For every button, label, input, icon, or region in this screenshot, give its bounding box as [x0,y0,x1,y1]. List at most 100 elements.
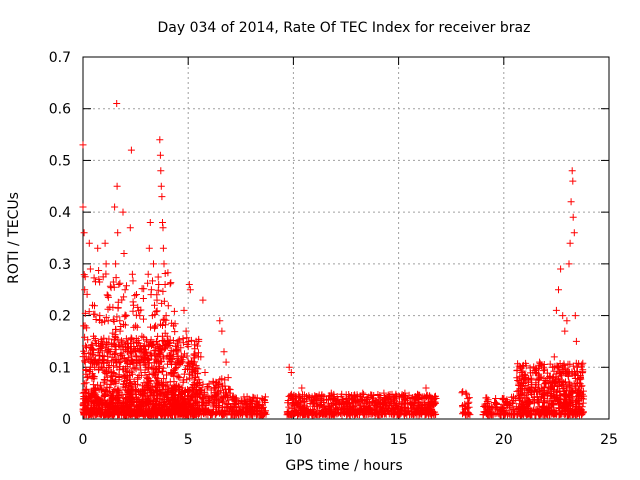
data-point [548,409,556,417]
data-point [194,369,202,377]
data-point [130,338,138,346]
data-point [161,321,169,329]
data-point [83,385,91,393]
data-point [190,401,198,409]
data-point [172,381,180,389]
data-point [541,408,549,416]
data-point [565,384,573,392]
data-point [579,368,586,376]
data-point [179,407,187,415]
data-point [103,373,111,381]
data-point [577,363,585,371]
data-point [560,396,568,404]
x-tick-label: 5 [184,432,193,448]
y-tick-label: 0.4 [49,205,71,221]
data-point [192,364,200,372]
data-point [82,402,90,410]
data-point [104,292,112,300]
data-point [99,409,107,417]
data-point [160,260,168,268]
data-point [561,403,569,411]
data-point [411,394,419,402]
data-point [203,384,211,392]
data-point [420,393,428,401]
data-point [233,408,241,415]
data-point [552,306,560,314]
data-point [140,348,148,356]
data-point [90,274,98,282]
data-point [464,400,472,407]
data-point [519,367,527,375]
data-point [103,291,111,299]
data-point [168,403,176,411]
data-point [561,327,569,335]
data-point [290,409,298,417]
data-point [85,239,93,247]
data-point [89,301,96,309]
data-point [167,369,175,376]
data-point [170,322,177,330]
data-point [165,353,173,361]
data-point [253,397,261,405]
data-point [86,365,94,373]
data-point [140,392,148,400]
data-point [143,399,151,407]
data-point [94,349,102,357]
data-point [138,332,146,340]
data-point [292,394,299,402]
data-point [95,359,103,367]
data-point [81,350,89,357]
data-point [231,400,238,407]
data-point [312,393,320,400]
data-point [559,381,567,389]
data-point [147,386,155,393]
data-point [546,374,554,382]
data-point [462,389,470,397]
data-point [369,394,377,402]
data-point [136,388,144,396]
data-point [159,287,167,295]
data-point [578,394,586,402]
data-point [178,384,186,392]
data-point [157,182,165,190]
data-point [108,403,116,411]
data-point [144,270,152,278]
data-point [497,411,505,419]
data-point [349,405,357,413]
data-point [522,375,530,383]
data-point [579,395,587,403]
data-point [465,403,473,411]
data-point [153,291,161,299]
data-point [183,352,191,360]
data-point [554,375,562,383]
data-point [93,394,101,402]
data-point [152,322,160,330]
data-point [113,100,121,107]
data-point [579,359,587,367]
data-point [135,357,143,364]
data-point [97,363,105,371]
data-point [159,224,167,232]
data-point [90,372,98,380]
data-point [94,244,102,252]
data-point [515,395,523,403]
data-point [175,386,183,393]
data-point [292,400,300,408]
y-tick-label: 0.7 [49,50,71,66]
data-point [161,281,169,288]
data-point [427,401,435,409]
data-point [191,409,199,417]
data-point [513,387,521,395]
data-point [406,398,414,406]
data-point [134,374,142,382]
data-point [145,371,153,378]
data-point [117,343,125,351]
data-point [211,384,219,392]
data-point [89,359,97,367]
data-point [349,395,357,403]
data-point [189,386,197,394]
data-point [216,317,224,325]
data-point [98,406,106,414]
data-point [131,346,139,354]
data-point [112,325,119,333]
